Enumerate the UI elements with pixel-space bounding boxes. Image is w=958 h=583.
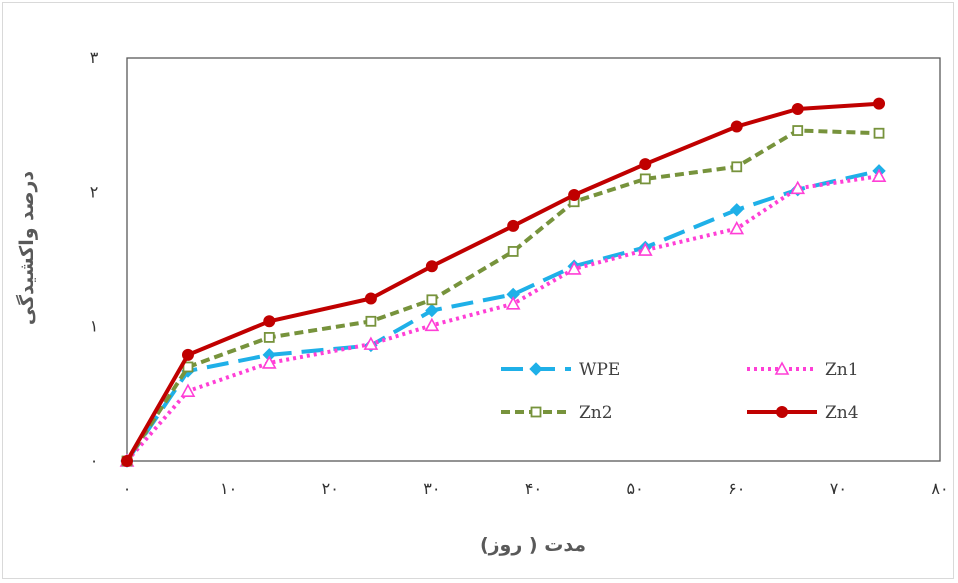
series-line-wpe xyxy=(125,168,880,463)
y-tick-label: ۱ xyxy=(90,317,99,336)
data-point-zn2 xyxy=(639,173,651,185)
legend-item-wpe: WPE xyxy=(501,360,620,380)
legend-marker-wpe xyxy=(529,362,543,376)
y-axis-title: درصد واکشیدگی xyxy=(15,171,38,326)
data-point-zn2 xyxy=(365,315,377,327)
data-point-zn1 xyxy=(729,220,745,235)
data-point-zn1 xyxy=(637,242,653,256)
data-point-zn2 xyxy=(873,127,885,139)
data-point-wpe xyxy=(730,203,744,217)
y-tick-labels: ۰ ۱ ۲ ۳ xyxy=(90,48,99,470)
data-point-zn1 xyxy=(180,383,196,397)
legend-item-zn1: Zn1 xyxy=(747,360,859,380)
series-line-zn1 xyxy=(125,174,880,463)
data-point-zn1 xyxy=(790,180,806,195)
legend-marker-zn2 xyxy=(530,406,542,418)
legend-label-wpe: WPE xyxy=(579,360,620,380)
legend-label-zn2: Zn2 xyxy=(579,403,613,423)
legend-label-zn4: Zn4 xyxy=(825,403,859,423)
x-tick-label: ۶۰ xyxy=(728,479,745,498)
data-point-wpe xyxy=(425,303,439,318)
data-point-zn1 xyxy=(424,317,440,332)
x-tick-label: ۸۰ xyxy=(931,479,948,498)
series-line-zn4 xyxy=(125,101,880,462)
data-point-zn4 xyxy=(507,219,520,232)
data-point-zn4 xyxy=(364,292,377,305)
x-tick-label: ۵۰ xyxy=(627,479,644,498)
data-point-zn1 xyxy=(566,261,582,275)
data-point-zn1 xyxy=(871,168,887,183)
y-tick-label: ۳ xyxy=(90,48,99,67)
x-tick-label: ۰ xyxy=(123,479,132,498)
y-tick-label: ۰ xyxy=(90,451,99,470)
legend: WPE Zn1 Zn2 Zn4 xyxy=(501,360,859,423)
plot-area-border xyxy=(126,57,941,462)
data-point-zn4 xyxy=(639,158,652,171)
data-point-zn2 xyxy=(426,294,438,306)
series-zn1 xyxy=(119,168,887,467)
x-tick-label: ۱۰ xyxy=(220,479,237,498)
y-tick-label: ۲ xyxy=(90,182,99,201)
legend-label-zn1: Zn1 xyxy=(825,360,859,380)
legend-item-zn4: Zn4 xyxy=(747,403,859,423)
data-point-zn4 xyxy=(791,103,804,116)
data-point-zn4 xyxy=(873,97,886,110)
data-point-zn2 xyxy=(182,361,194,373)
x-tick-label: ۷۰ xyxy=(830,479,847,498)
data-point-zn1 xyxy=(261,355,277,369)
data-point-zn4 xyxy=(568,189,581,202)
data-point-zn4 xyxy=(181,348,194,361)
x-axis-title: مدت ( روز) xyxy=(480,534,586,556)
data-point-zn2 xyxy=(792,125,804,136)
data-point-zn2 xyxy=(263,332,275,343)
series-zn4 xyxy=(121,97,886,467)
legend-marker-zn4 xyxy=(776,406,788,418)
series-line-zn2 xyxy=(125,128,880,463)
data-point-zn2 xyxy=(507,246,519,257)
data-point-zn4 xyxy=(263,315,276,328)
legend-item-zn2: Zn2 xyxy=(501,403,613,423)
x-tick-label: ۳۰ xyxy=(423,479,440,498)
x-tick-label: ۴۰ xyxy=(525,479,542,498)
data-point-zn4 xyxy=(730,120,743,133)
x-tick-labels: ۰ ۱۰ ۲۰ ۳۰ ۴۰ ۵۰ ۶۰ ۷۰ ۸۰ xyxy=(123,479,949,498)
legend-marker-zn1 xyxy=(774,361,790,375)
data-point-zn2 xyxy=(731,161,743,173)
data-point-zn1 xyxy=(363,336,379,350)
series-zn2 xyxy=(121,125,885,467)
x-tick-label: ۲۰ xyxy=(322,479,339,498)
line-chart: ۰ ۱۰ ۲۰ ۳۰ ۴۰ ۵۰ ۶۰ ۷۰ ۸۰ ۰ ۱ ۲ ۳ WPE Zn1 Zn2 Zn4 مدت … xyxy=(15,48,949,556)
series-layer xyxy=(119,97,887,468)
data-point-zn4 xyxy=(121,455,133,467)
series-wpe xyxy=(120,164,886,468)
data-point-zn4 xyxy=(425,260,438,273)
data-point-zn1 xyxy=(505,296,521,310)
